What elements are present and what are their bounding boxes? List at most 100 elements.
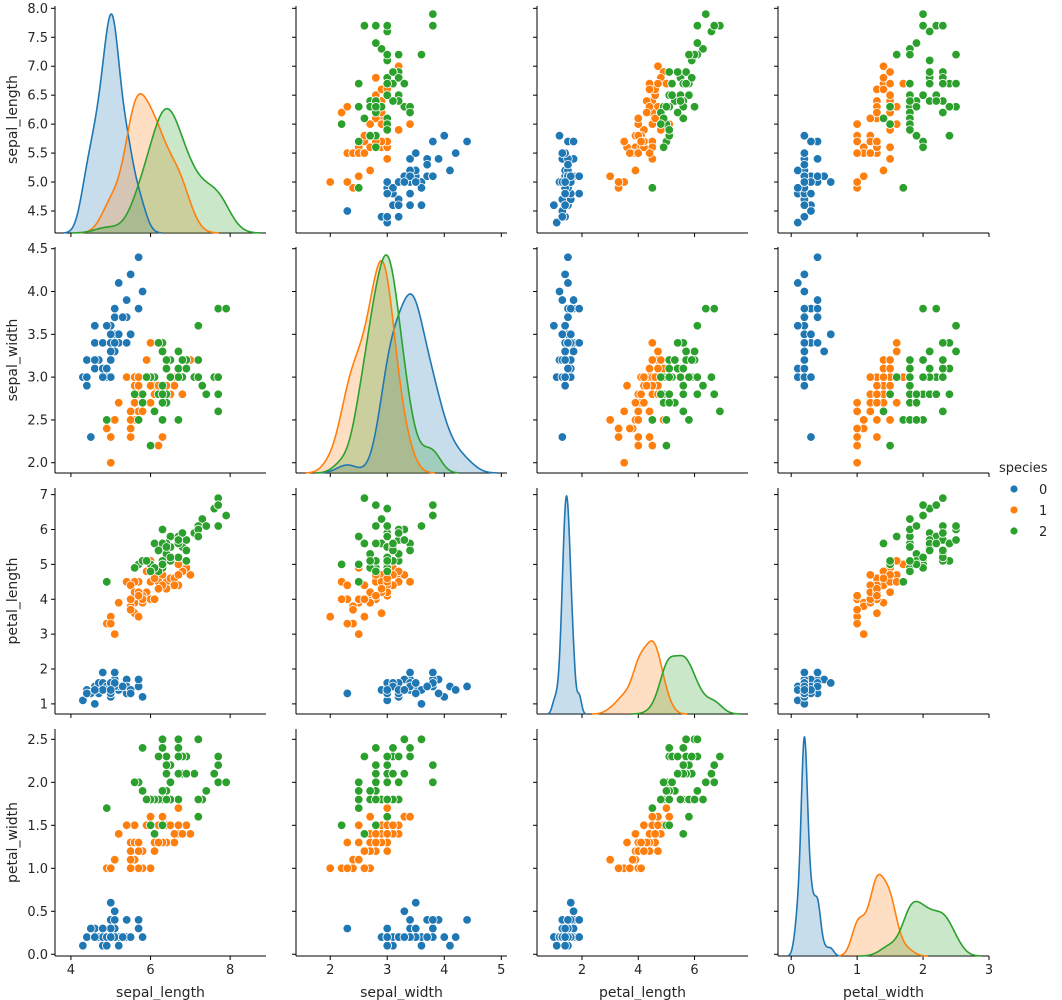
scatter-point-species-0: [399, 685, 410, 695]
scatter-point-species-0: [82, 380, 92, 391]
scatter-point-species-0: [428, 136, 438, 147]
scatter-point-species-1: [872, 415, 882, 425]
scatter-point-species-2: [428, 9, 438, 19]
scatter-point-species-1: [642, 380, 652, 391]
scatter-point-species-2: [213, 389, 223, 399]
y-tick-label: 2.0: [27, 776, 48, 791]
scatter-point-species-2: [878, 406, 889, 417]
scatter-point-species-1: [336, 594, 347, 604]
scatter-point-species-1: [872, 380, 882, 391]
scatter-point-species-1: [872, 136, 882, 147]
scatter-point-species-2: [193, 531, 204, 542]
scatter-point-species-1: [133, 837, 144, 848]
scatter-point-species-0: [98, 685, 108, 695]
scatter-point-species-1: [113, 829, 124, 839]
scatter-point-species-2: [664, 743, 674, 753]
scatter-point-species-2: [905, 355, 915, 365]
scatter-point-species-1: [605, 855, 615, 865]
x-tick-label: 3: [985, 963, 993, 978]
scatter-point-species-0: [86, 432, 96, 442]
scatter-point-species-2: [336, 820, 347, 831]
y-tick-label: 4: [40, 593, 48, 608]
scatter-point-species-2: [382, 90, 392, 100]
scatter-point-species-1: [382, 154, 392, 164]
scatter-point-species-2: [213, 372, 223, 382]
scatter-point-species-2: [428, 20, 438, 31]
scatter-point-species-1: [145, 863, 156, 874]
scatter-point-species-0: [799, 177, 810, 187]
scatter-point-species-2: [153, 751, 164, 762]
scatter-point-species-1: [157, 432, 168, 442]
scatter-point-species-2: [911, 38, 922, 48]
scatter-point-species-0: [411, 678, 421, 688]
scatter-point-species-2: [197, 514, 208, 524]
scatter-point-species-0: [106, 329, 116, 340]
scatter-point-species-0: [560, 923, 570, 934]
kde-fill-species-1: [305, 260, 435, 473]
scatter-point-species-2: [173, 751, 184, 762]
scatter-point-species-0: [799, 685, 810, 695]
scatter-point-species-2: [664, 794, 674, 805]
scatter-point-species-2: [137, 743, 148, 753]
scatter-point-species-2: [359, 493, 370, 503]
y-tick-label: 6: [40, 523, 48, 538]
scatter-point-species-0: [106, 372, 116, 382]
scatter-point-species-0: [806, 432, 816, 442]
scatter-point-species-0: [566, 897, 576, 908]
scatter-point-species-2: [672, 107, 683, 118]
scatter-point-species-2: [924, 67, 935, 77]
scatter-point-species-2: [918, 142, 928, 153]
scatter-point-species-2: [193, 794, 204, 805]
kde-line-species-1: [591, 640, 688, 715]
scatter-point-species-2: [938, 545, 948, 556]
scatter-point-species-2: [382, 503, 392, 514]
scatter-point-species-0: [405, 171, 415, 181]
scatter-point-species-0: [799, 346, 810, 357]
scatter-point-species-0: [399, 906, 410, 916]
scatter-point-species-1: [371, 837, 381, 848]
scatter-point-species-2: [678, 380, 688, 391]
scatter-point-species-2: [405, 107, 415, 118]
scatter-point-species-0: [563, 363, 573, 374]
scatter-point-species-2: [905, 514, 915, 524]
scatter-point-species-2: [924, 55, 935, 66]
scatter-point-species-0: [90, 321, 100, 331]
scatter-point-species-0: [428, 667, 438, 678]
scatter-point-species-2: [692, 372, 703, 382]
scatter-point-species-2: [647, 803, 658, 813]
scatter-point-species-0: [566, 329, 576, 340]
scatter-point-species-0: [110, 338, 120, 348]
scatter-point-species-2: [213, 760, 223, 770]
scatter-point-species-0: [799, 148, 810, 158]
scatter-point-species-1: [177, 829, 188, 839]
scatter-point-species-1: [613, 423, 624, 434]
scatter-point-species-1: [647, 355, 658, 365]
scatter-point-species-0: [82, 688, 92, 699]
scatter-point-species-0: [106, 897, 116, 908]
scatter-point-species-1: [872, 591, 882, 601]
scatter-point-species-1: [878, 165, 889, 176]
scatter-point-species-2: [675, 794, 686, 805]
scatter-point-species-2: [944, 131, 955, 141]
scatter-point-species-2: [670, 355, 680, 365]
scatter-point-species-2: [365, 786, 375, 796]
scatter-point-species-0: [568, 136, 579, 147]
scatter-point-species-1: [639, 820, 649, 831]
kde-fill-species-1: [591, 640, 688, 714]
scatter-point-species-1: [129, 398, 140, 408]
scatter-point-species-1: [852, 398, 862, 408]
panel-petal_width-vs-petal_width: 0 1 2 3 petal_width: [774, 729, 993, 1000]
scatter-point-species-2: [137, 389, 148, 399]
scatter-point-species-2: [692, 20, 703, 31]
scatter-point-species-0: [433, 688, 444, 699]
scatter-point-species-1: [336, 107, 347, 118]
scatter-point-species-1: [110, 415, 120, 425]
scatter-point-species-1: [885, 67, 895, 77]
scatter-point-species-1: [885, 363, 895, 374]
legend-marker-0: [1010, 485, 1018, 493]
scatter-point-species-2: [951, 321, 961, 331]
scatter-point-species-1: [359, 594, 370, 604]
scatter-point-species-0: [793, 183, 803, 193]
scatter-point-species-2: [905, 542, 915, 552]
